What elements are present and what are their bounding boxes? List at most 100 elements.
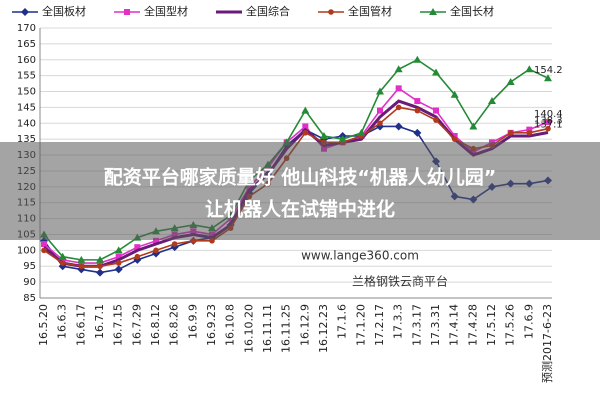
y-tick-label: 95 — [23, 261, 36, 272]
x-tick-label: 16.12.23 — [317, 304, 330, 353]
marker — [302, 123, 309, 130]
marker — [59, 256, 66, 263]
legend-label: 全国综合 — [246, 4, 290, 18]
data-label: 140.4 — [534, 109, 563, 120]
x-tick-label: 16.10.8 — [224, 304, 237, 346]
marker — [394, 122, 403, 131]
x-tick-label: 17.3.3 — [392, 304, 405, 339]
y-tick-label: 100 — [17, 245, 36, 256]
banner-text: 让机器人在试错中进化 — [205, 198, 395, 221]
marker — [21, 8, 29, 16]
data-label: 137.1 — [534, 120, 563, 131]
marker — [302, 130, 309, 136]
legend-label: 全国长材 — [450, 4, 494, 18]
banner-band — [0, 142, 600, 240]
marker — [58, 252, 67, 260]
marker — [377, 120, 383, 127]
x-tick-label: 17.4.14 — [448, 304, 461, 346]
marker — [114, 265, 123, 274]
legend-label: 全国板材 — [42, 4, 86, 18]
y-tick-label: 150 — [17, 87, 36, 98]
y-tick-label: 170 — [17, 23, 36, 34]
marker — [153, 237, 159, 244]
marker — [451, 136, 458, 142]
y-tick-label: 145 — [17, 102, 36, 113]
marker — [450, 90, 459, 98]
y-tick-label: 85 — [23, 293, 36, 304]
x-tick-label: 16.9.9 — [186, 304, 199, 339]
legend-label: 全国管材 — [348, 4, 392, 18]
marker — [59, 260, 66, 266]
data-label: 138.3 — [534, 116, 563, 127]
marker — [78, 260, 85, 267]
x-tick-label: 17.2.17 — [373, 304, 386, 346]
y-tick-label: 135 — [17, 134, 36, 145]
y-tick-label: 165 — [17, 39, 36, 50]
x-tick-label: 17.3.31 — [429, 304, 442, 346]
watermark: www.lange360.com — [301, 249, 419, 263]
series-line — [43, 58, 549, 261]
marker — [451, 133, 458, 139]
marker — [526, 126, 533, 133]
x-tick-label: 16.7.1 — [93, 304, 106, 339]
marker — [97, 260, 103, 267]
marker — [395, 104, 402, 111]
marker — [395, 85, 402, 92]
y-tick-label: 140 — [17, 118, 36, 129]
y-tick-label: 160 — [17, 55, 36, 66]
marker — [544, 74, 552, 82]
x-tick-label: 16.12.9 — [298, 304, 311, 346]
marker — [506, 78, 515, 85]
marker — [545, 125, 551, 132]
x-tick-label: 17.6.9 — [522, 304, 535, 339]
marker — [526, 130, 533, 136]
marker — [338, 135, 347, 143]
x-tick-label: 17.1.20 — [354, 304, 367, 346]
x-tick-label: 16.8.26 — [168, 304, 181, 346]
legend-label: 全国型材 — [144, 4, 188, 18]
x-tick-label: 17.5.12 — [485, 304, 498, 346]
marker — [320, 132, 328, 139]
marker — [97, 263, 103, 270]
x-tick-label: 16.7.29 — [130, 304, 143, 346]
marker — [78, 263, 85, 270]
marker — [376, 87, 384, 95]
marker — [153, 247, 159, 254]
x-tick-label: 16.11.25 — [280, 304, 293, 353]
marker — [134, 244, 141, 251]
marker — [115, 260, 122, 266]
marker — [433, 107, 439, 114]
x-tick-label: 16.10.20 — [242, 304, 255, 353]
x-tick-label: 17.4.28 — [466, 304, 479, 346]
marker — [429, 8, 437, 15]
marker — [96, 268, 104, 277]
marker — [114, 246, 123, 254]
data-label: 154.2 — [534, 65, 563, 76]
marker — [41, 247, 47, 254]
marker — [115, 253, 122, 260]
marker — [328, 9, 334, 15]
marker — [545, 119, 551, 126]
marker — [96, 255, 104, 263]
x-tick-label: 16.9.23 — [205, 304, 218, 346]
marker — [394, 65, 403, 73]
marker — [41, 241, 47, 247]
marker — [134, 253, 141, 260]
marker — [488, 97, 496, 105]
x-tick-label: 16.6.17 — [74, 304, 87, 346]
x-tick-label: 16.6.3 — [56, 304, 69, 339]
marker — [377, 107, 383, 114]
marker — [507, 130, 514, 136]
marker — [124, 9, 130, 15]
x-tick-label: 16.5.20 — [37, 304, 50, 346]
banner-text: 配资平台哪家质量好 他山科技“机器人幼儿园” — [104, 166, 497, 189]
x-tick-label: 17.5.26 — [504, 304, 517, 346]
marker — [432, 68, 440, 76]
marker — [414, 107, 421, 114]
marker — [469, 122, 478, 130]
x-tick-label: 17.1.6 — [336, 304, 349, 339]
x-tick-label: 17.3.17 — [410, 304, 423, 346]
watermark: 兰格钢铁云商平台 — [352, 274, 448, 289]
marker — [301, 106, 310, 114]
